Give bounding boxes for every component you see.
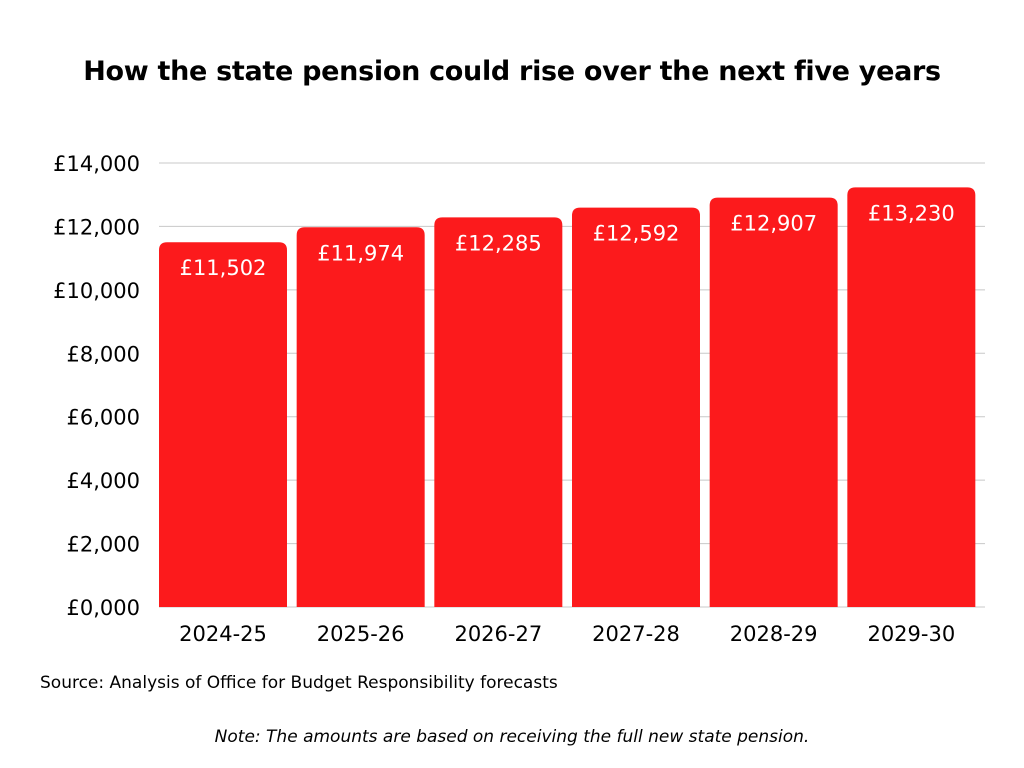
x-tick-label: 2024-25 xyxy=(179,622,267,646)
y-tick-label: £2,000 xyxy=(67,533,140,557)
data-label: £11,502 xyxy=(180,256,267,280)
y-tick-label: £0,000 xyxy=(67,596,140,620)
data-label: £12,907 xyxy=(730,212,817,236)
bar xyxy=(847,187,976,608)
x-tick-label: 2029-30 xyxy=(867,622,955,646)
chart-title: How the state pension could rise over th… xyxy=(83,56,941,87)
data-label: £12,285 xyxy=(455,231,542,255)
data-label: £12,592 xyxy=(593,222,680,246)
x-tick-label: 2026-27 xyxy=(454,622,542,646)
x-tick-label: 2025-26 xyxy=(317,622,405,646)
bar xyxy=(572,207,700,607)
bar xyxy=(434,217,563,607)
y-tick-label: £14,000 xyxy=(53,152,140,176)
y-tick-label: £10,000 xyxy=(53,279,140,303)
footnote: Note: The amounts are based on receiving… xyxy=(214,727,810,747)
y-tick-label: £4,000 xyxy=(67,469,140,493)
bar xyxy=(159,242,287,607)
y-tick-label: £12,000 xyxy=(53,215,140,239)
source-note: Source: Analysis of Office for Budget Re… xyxy=(40,673,558,693)
bar xyxy=(709,197,838,608)
y-tick-label: £6,000 xyxy=(67,406,140,430)
bar xyxy=(296,227,425,607)
x-tick-label: 2027-28 xyxy=(592,622,680,646)
data-label: £11,974 xyxy=(317,241,404,265)
x-tick-label: 2028-29 xyxy=(730,622,818,646)
data-label: £13,230 xyxy=(868,201,955,225)
y-tick-label: £8,000 xyxy=(67,342,140,366)
